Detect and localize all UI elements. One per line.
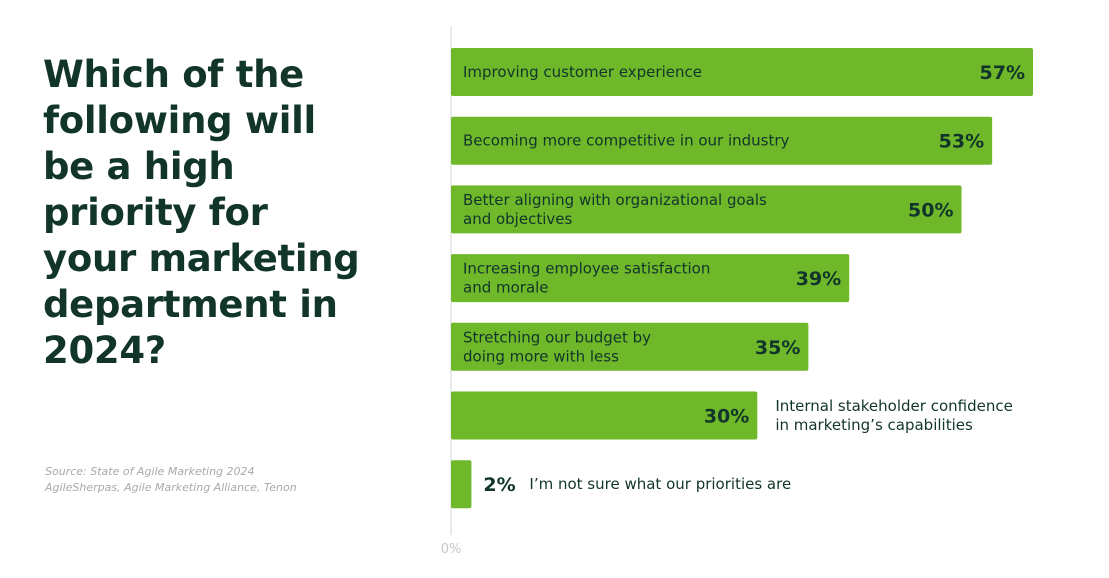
bar xyxy=(451,116,993,165)
category-label: and objectives xyxy=(463,210,572,228)
source-note: Source: State of Agile Marketing 2024 Ag… xyxy=(45,464,375,496)
bar xyxy=(451,460,472,509)
category-label: in marketing’s capabilities xyxy=(775,416,973,434)
category-label: Increasing employee satisfaction xyxy=(463,260,710,278)
category-label: doing more with less xyxy=(463,347,619,365)
category-label: Improving customer experience xyxy=(463,63,702,81)
category-label: Internal stakeholder confidence xyxy=(775,397,1013,415)
bar xyxy=(451,322,809,371)
chart-title: Which of the following will be a high pr… xyxy=(43,53,360,372)
category-label: Better aligning with organizational goal… xyxy=(463,191,767,209)
category-label: I’m not sure what our priorities are xyxy=(529,475,791,493)
source-line: Source: State of Agile Marketing 2024 xyxy=(45,465,255,478)
bar xyxy=(451,254,850,303)
category-label: Becoming more competitive in our industr… xyxy=(463,132,790,150)
value-label: 53% xyxy=(939,131,984,153)
value-label: 2% xyxy=(483,474,515,496)
value-label: 50% xyxy=(908,199,953,221)
value-label: 39% xyxy=(796,268,841,290)
bar xyxy=(451,48,1033,96)
value-label: 30% xyxy=(704,406,749,428)
category-label: and morale xyxy=(463,279,549,297)
category-label: Stretching our budget by xyxy=(463,328,651,346)
value-label: 35% xyxy=(755,337,800,359)
bar xyxy=(451,391,758,440)
bar xyxy=(451,185,962,234)
x-tick-label: 0% xyxy=(441,542,462,557)
value-label: 57% xyxy=(980,62,1025,84)
source-line: AgileSherpas, Agile Marketing Alliance, … xyxy=(45,481,297,494)
